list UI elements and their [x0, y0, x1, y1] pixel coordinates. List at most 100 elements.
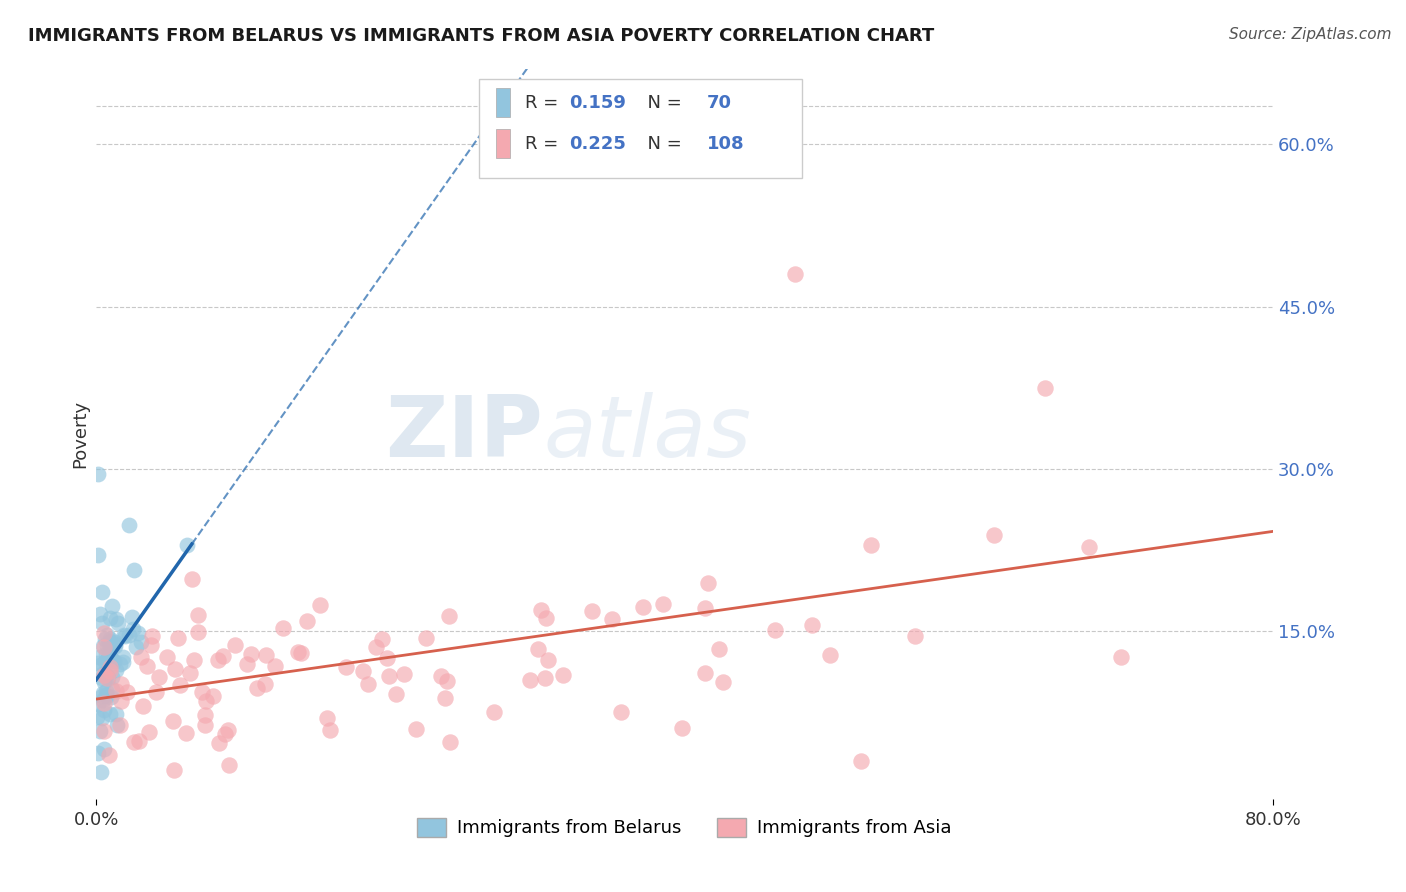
- Immigrants from Asia: [246, 681, 269, 695]
- Immigrants from Asia: [709, 641, 731, 656]
- Immigrants from Asia: [183, 653, 205, 667]
- Immigrants from Asia: [141, 629, 163, 643]
- Immigrants from Asia: [671, 722, 693, 736]
- Immigrants from Belarus: [93, 639, 115, 653]
- Immigrants from Belarus: [105, 718, 128, 732]
- Immigrants from Asia: [439, 735, 461, 749]
- Immigrants from Belarus: [86, 746, 108, 760]
- Immigrants from Belarus: [104, 635, 127, 649]
- Immigrants from Asia: [187, 608, 209, 623]
- Immigrants from Asia: [141, 638, 163, 652]
- Immigrants from Asia: [693, 666, 716, 681]
- Immigrants from Asia: [96, 672, 118, 686]
- Immigrants from Asia: [287, 645, 309, 659]
- Immigrants from Belarus: [86, 549, 108, 563]
- Immigrants from Asia: [145, 685, 167, 699]
- Immigrants from Asia: [163, 662, 186, 676]
- Immigrants from Belarus: [122, 622, 145, 636]
- Immigrants from Asia: [93, 724, 115, 739]
- Immigrants from Asia: [110, 694, 132, 708]
- Immigrants from Asia: [122, 735, 145, 749]
- Immigrants from Belarus: [86, 710, 108, 724]
- Immigrants from Asia: [696, 576, 718, 591]
- Immigrants from Belarus: [98, 611, 121, 625]
- Immigrants from Belarus: [89, 607, 111, 621]
- Immigrants from Asia: [93, 626, 115, 640]
- Immigrants from Belarus: [122, 563, 145, 577]
- Immigrants from Belarus: [96, 628, 118, 642]
- Immigrants from Belarus: [100, 652, 122, 666]
- Text: IMMIGRANTS FROM BELARUS VS IMMIGRANTS FROM ASIA POVERTY CORRELATION CHART: IMMIGRANTS FROM BELARUS VS IMMIGRANTS FR…: [28, 27, 935, 45]
- Immigrants from Belarus: [98, 634, 121, 648]
- Immigrants from Asia: [537, 652, 560, 666]
- Immigrants from Belarus: [96, 689, 118, 703]
- Text: N =: N =: [637, 94, 688, 112]
- Text: 108: 108: [707, 135, 745, 153]
- Immigrants from Asia: [132, 698, 155, 713]
- Immigrants from Belarus: [94, 632, 117, 647]
- Immigrants from Asia: [602, 612, 624, 626]
- Immigrants from Asia: [194, 708, 217, 723]
- Immigrants from Belarus: [90, 764, 112, 779]
- Immigrants from Asia: [236, 657, 259, 671]
- Text: 0.225: 0.225: [569, 135, 626, 153]
- Immigrants from Belarus: [91, 686, 114, 700]
- Immigrants from Belarus: [100, 690, 122, 704]
- Immigrants from Belarus: [101, 681, 124, 696]
- Immigrants from Belarus: [111, 650, 134, 665]
- Immigrants from Asia: [592, 153, 614, 168]
- Immigrants from Asia: [434, 690, 457, 705]
- Immigrants from Belarus: [104, 639, 127, 653]
- Immigrants from Asia: [405, 722, 427, 736]
- Immigrants from Belarus: [94, 668, 117, 682]
- Immigrants from Asia: [264, 658, 287, 673]
- Immigrants from Belarus: [112, 627, 135, 641]
- Immigrants from Asia: [859, 538, 882, 552]
- Immigrants from Asia: [290, 647, 312, 661]
- Immigrants from Asia: [1077, 540, 1099, 554]
- Immigrants from Asia: [93, 668, 115, 682]
- FancyBboxPatch shape: [496, 129, 510, 159]
- Legend: Immigrants from Belarus, Immigrants from Asia: Immigrants from Belarus, Immigrants from…: [411, 811, 959, 845]
- Immigrants from Belarus: [90, 689, 112, 703]
- Immigrants from Belarus: [98, 632, 121, 646]
- Immigrants from Asia: [371, 632, 394, 646]
- Immigrants from Asia: [93, 640, 115, 654]
- Immigrants from Asia: [163, 763, 186, 777]
- Immigrants from Belarus: [114, 629, 136, 643]
- Immigrants from Asia: [129, 650, 152, 665]
- Immigrants from Asia: [167, 631, 190, 645]
- Immigrants from Belarus: [91, 671, 114, 685]
- Immigrants from Asia: [436, 674, 458, 689]
- Immigrants from Asia: [169, 678, 191, 692]
- Immigrants from Belarus: [94, 667, 117, 681]
- Immigrants from Asia: [240, 647, 263, 661]
- Immigrants from Belarus: [91, 585, 114, 599]
- Immigrants from Asia: [551, 667, 574, 681]
- Immigrants from Asia: [93, 697, 115, 711]
- Text: atlas: atlas: [543, 392, 751, 475]
- Immigrants from Belarus: [125, 640, 148, 655]
- Immigrants from Belarus: [86, 467, 108, 482]
- FancyBboxPatch shape: [478, 79, 803, 178]
- Immigrants from Belarus: [90, 657, 112, 671]
- Immigrants from Belarus: [176, 538, 198, 552]
- Immigrants from Asia: [631, 600, 654, 615]
- Immigrants from Asia: [98, 664, 121, 678]
- Immigrants from Belarus: [105, 611, 128, 625]
- Text: 70: 70: [707, 94, 733, 112]
- Immigrants from Asia: [527, 642, 550, 657]
- Immigrants from Asia: [534, 610, 557, 624]
- Immigrants from Belarus: [87, 697, 110, 711]
- Immigrants from Asia: [652, 598, 675, 612]
- Immigrants from Asia: [181, 572, 204, 586]
- Immigrants from Asia: [818, 648, 841, 662]
- Immigrants from Asia: [201, 689, 224, 703]
- Immigrants from Asia: [108, 718, 131, 732]
- Immigrants from Asia: [191, 685, 214, 699]
- Immigrants from Belarus: [104, 637, 127, 651]
- Immigrants from Asia: [110, 677, 132, 691]
- Immigrants from Belarus: [91, 616, 114, 631]
- Immigrants from Belarus: [97, 650, 120, 665]
- Immigrants from Asia: [117, 684, 139, 698]
